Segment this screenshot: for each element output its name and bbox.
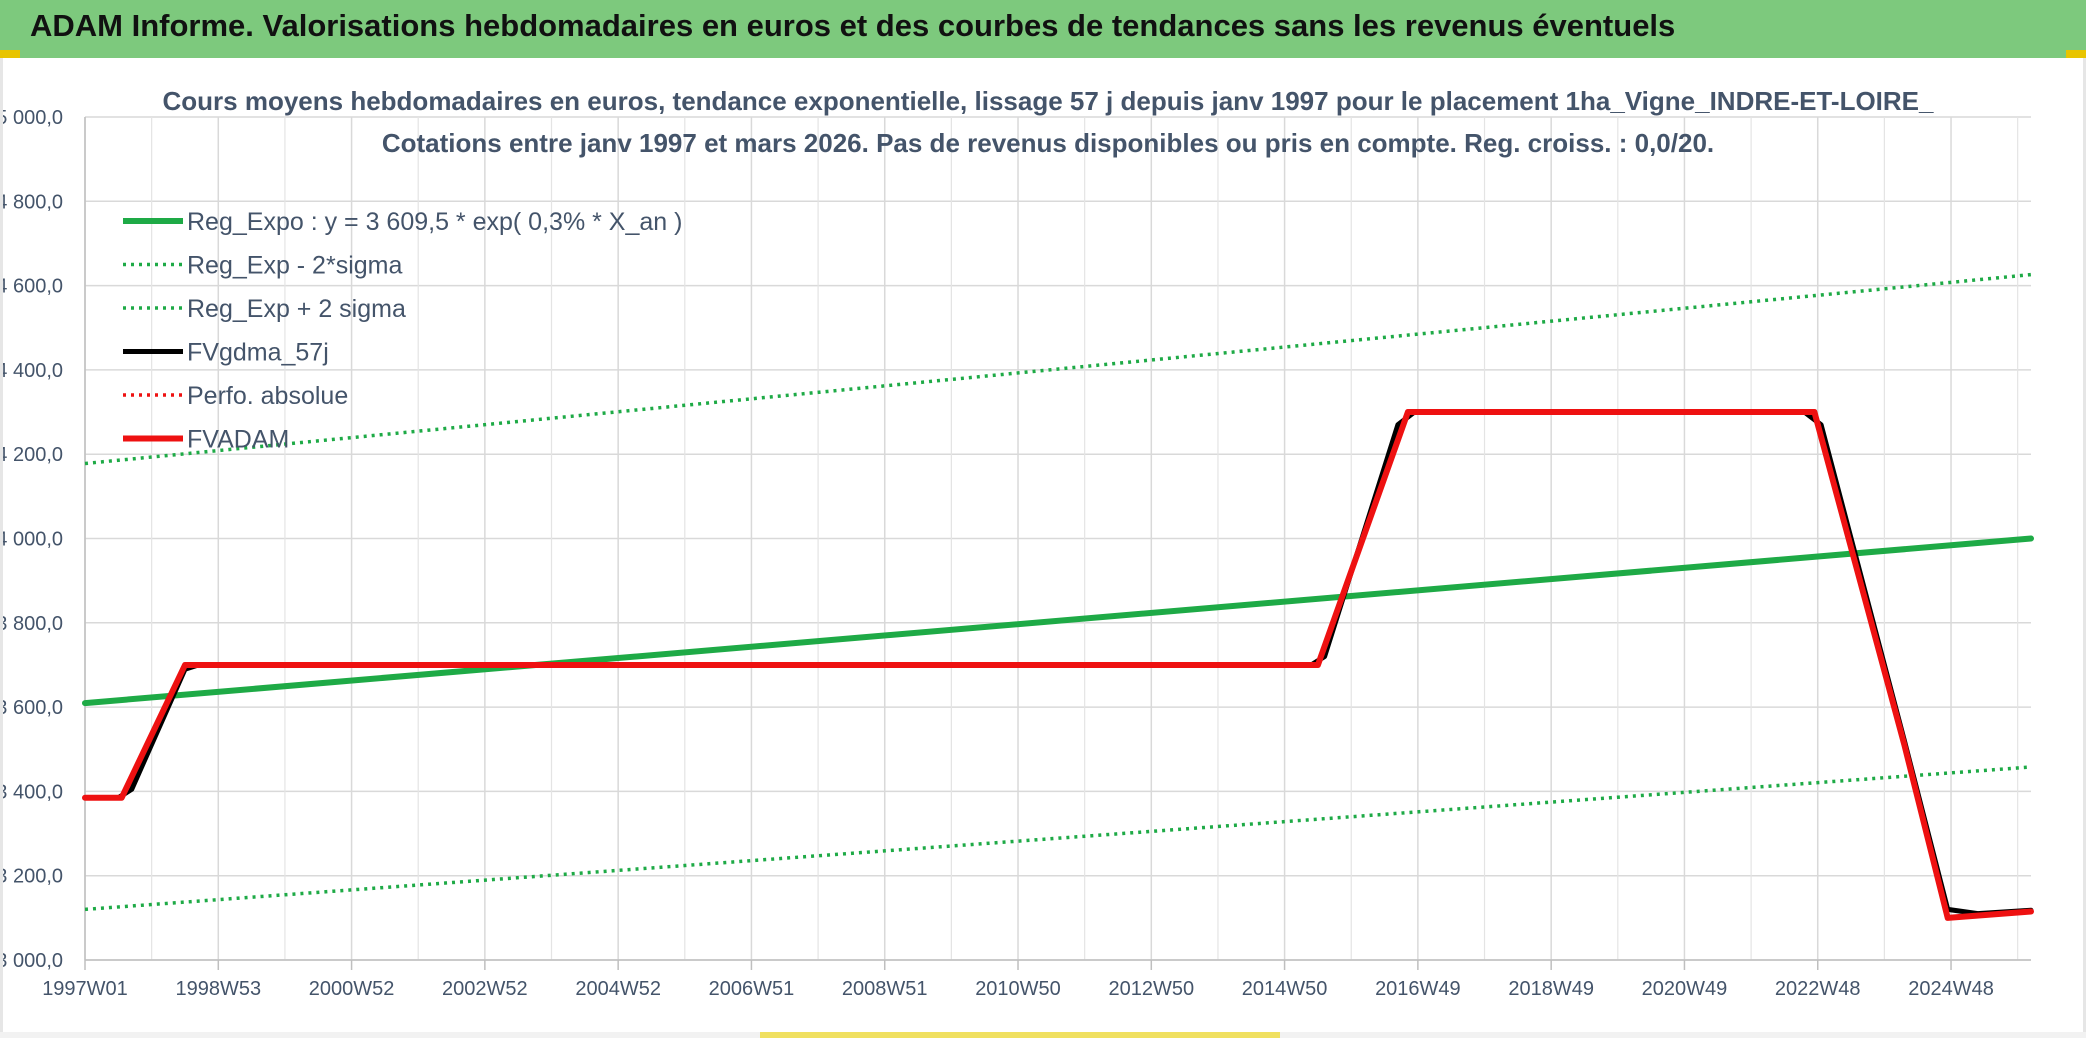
legend-label: Reg_Expo : y = 3 609,5 * exp( 0,3% * X_a… <box>187 208 682 236</box>
x-tick-label: 2014W50 <box>1242 978 1328 1000</box>
legend-label: Reg_Exp - 2*sigma <box>187 252 402 280</box>
title-bar: ADAM Informe. Valorisations hebdomadaire… <box>0 0 2086 60</box>
chart-subtitle: Cotations entre janv 1997 et mars 2026. … <box>382 128 1714 158</box>
x-tick-label: 2010W50 <box>975 978 1061 1000</box>
y-tick-label: 4 200,0 <box>3 444 63 466</box>
line-chart: 5 000,0 4 800,0 4 600,0 4 400,0 4 200,0 4 000… <box>3 86 2034 1000</box>
bottom-strip <box>0 1032 2086 1038</box>
title-accent-left <box>0 50 20 58</box>
y-tick-label: 3 600,0 <box>3 697 63 719</box>
y-tick-label: 4 400,0 <box>3 360 63 382</box>
x-axis-ticks: 1997W01 1998W53 2000W52 2002W52 2004W52 2006W… <box>42 978 1994 1000</box>
x-tick-label: 2008W51 <box>842 978 928 1000</box>
series-line-5 <box>82 409 2034 921</box>
x-tick-label: 2000W52 <box>309 978 395 1000</box>
title-accent-right <box>2066 50 2086 58</box>
series-line-2 <box>84 272 2032 466</box>
y-tick-label: 3 800,0 <box>3 613 63 635</box>
x-tick-label: 2020W49 <box>1642 978 1728 1000</box>
grid-lines <box>84 116 2031 970</box>
x-tick-label: 2004W52 <box>575 978 661 1000</box>
y-axis-ticks: 5 000,0 4 800,0 4 600,0 4 400,0 4 200,0 4 000… <box>3 107 63 972</box>
y-tick-label: 5 000,0 <box>3 107 63 129</box>
x-tick-label: 2022W48 <box>1775 978 1861 1000</box>
report-title: ADAM Informe. Valorisations hebdomadaire… <box>30 8 1676 43</box>
chart-title: Cours moyens hebdomadaires en euros, ten… <box>163 86 1935 116</box>
series-lines <box>82 272 2034 921</box>
bottom-accent <box>760 1032 1280 1038</box>
legend: Reg_Expo : y = 3 609,5 * exp( 0,3% * X_a… <box>123 208 682 454</box>
y-tick-label: 3 200,0 <box>3 866 63 888</box>
series-line-1 <box>84 765 2032 912</box>
legend-label: Reg_Exp + 2 sigma <box>187 295 406 323</box>
x-tick-label: 2002W52 <box>442 978 528 1000</box>
chart-area: 5 000,0 4 800,0 4 600,0 4 400,0 4 200,0 4 000… <box>0 58 2086 1038</box>
y-tick-label: 3 000,0 <box>3 950 63 972</box>
x-tick-label: 2016W49 <box>1375 978 1461 1000</box>
series-line-0 <box>82 535 2034 707</box>
x-tick-label: 1998W53 <box>175 978 261 1000</box>
legend-label: FVgdma_57j <box>187 339 329 367</box>
x-tick-label: 2012W50 <box>1108 978 1194 1000</box>
y-tick-label: 4 800,0 <box>3 191 63 213</box>
x-tick-label: 1997W01 <box>42 978 128 1000</box>
y-tick-label: 4 600,0 <box>3 276 63 298</box>
legend-label: Perfo. absolue <box>187 382 348 410</box>
x-tick-label: 2018W49 <box>1508 978 1594 1000</box>
x-tick-label: 2024W48 <box>1908 978 1994 1000</box>
y-tick-label: 4 000,0 <box>3 529 63 551</box>
y-tick-label: 3 400,0 <box>3 781 63 803</box>
x-tick-label: 2006W51 <box>709 978 795 1000</box>
legend-label: FVADAM <box>187 426 289 454</box>
